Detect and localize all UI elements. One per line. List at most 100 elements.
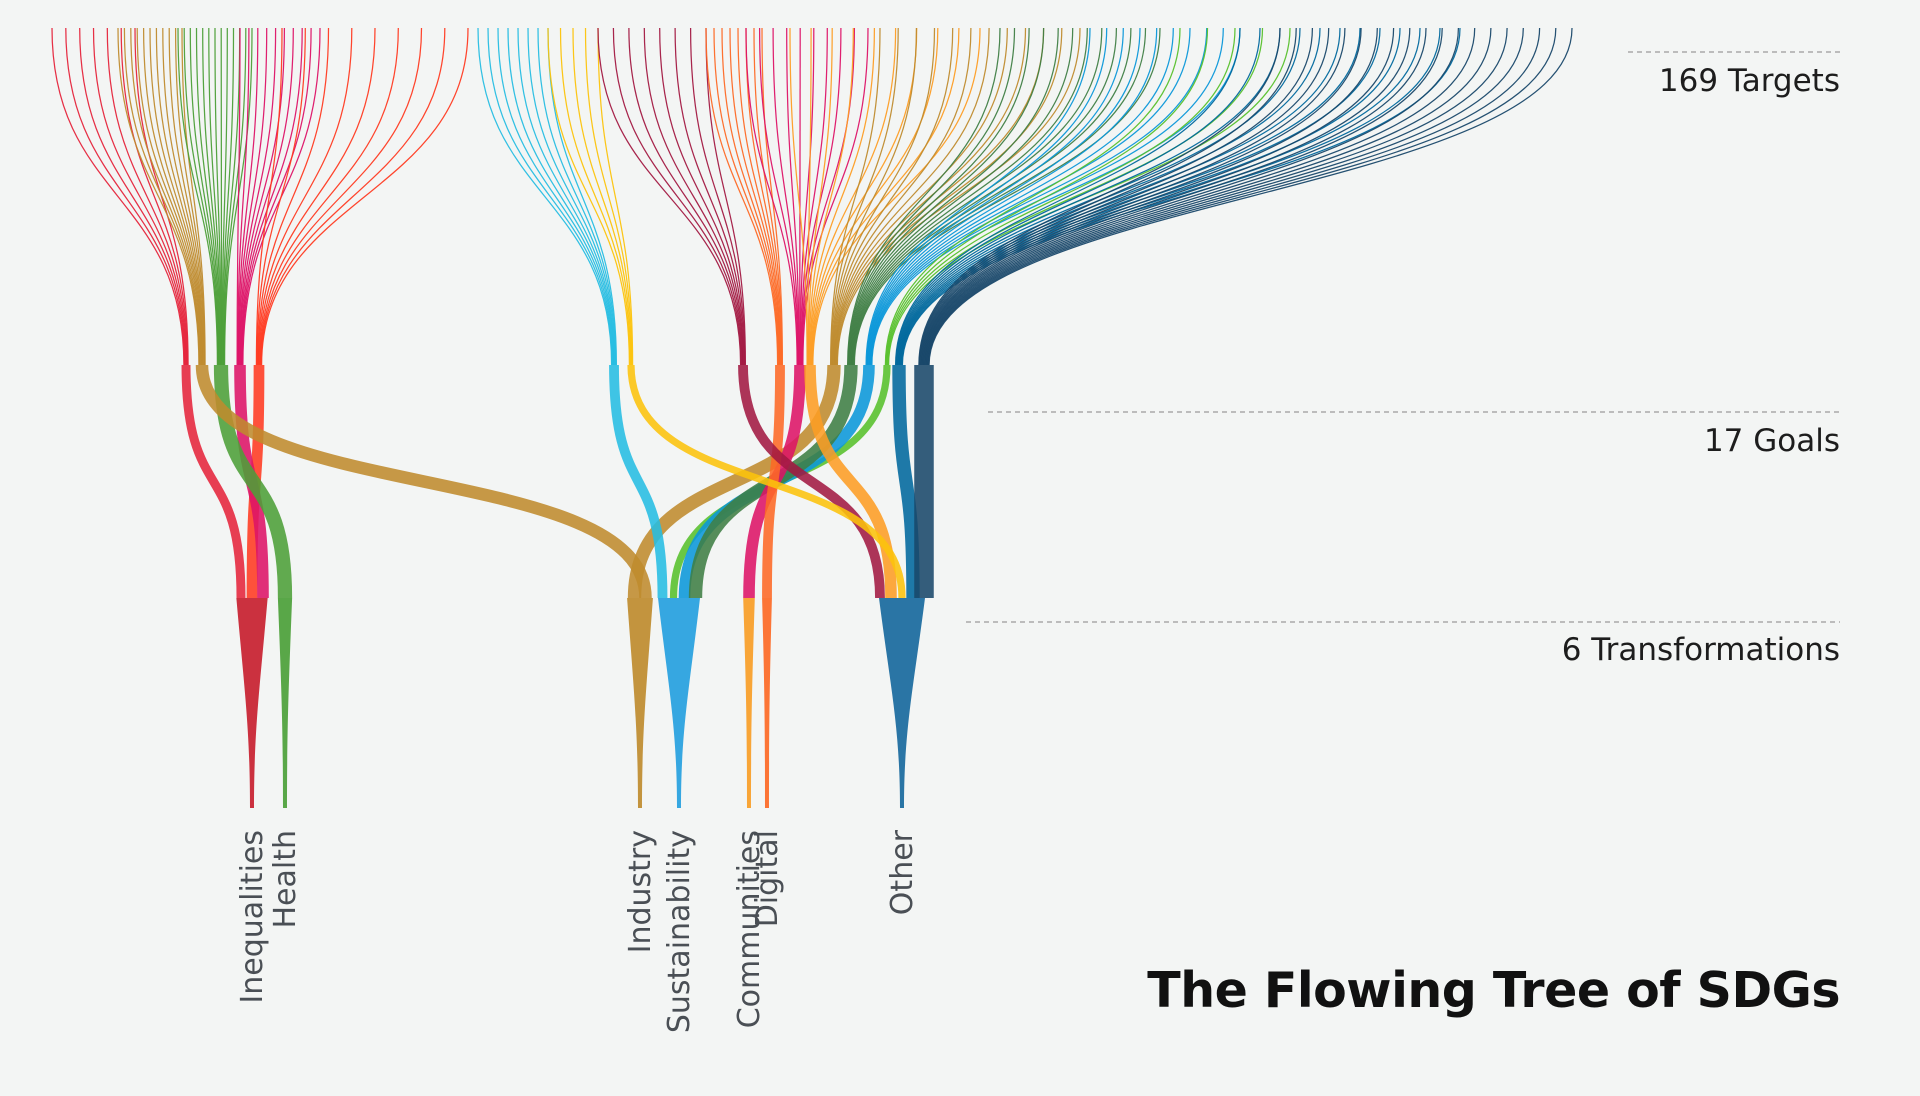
target-strand <box>789 27 808 366</box>
target-strand <box>721 27 780 366</box>
target-strand <box>927 27 1557 366</box>
target-strand <box>222 27 235 366</box>
target-strand <box>852 27 1132 366</box>
target-strand <box>799 27 815 366</box>
target-strand <box>240 27 303 366</box>
target-strand <box>136 27 202 366</box>
target-strand <box>868 27 1158 366</box>
target-strand <box>257 27 353 366</box>
trunk-other <box>879 598 925 808</box>
target-strand <box>866 27 1108 366</box>
target-strand <box>919 27 1314 366</box>
target-strand <box>849 27 1059 366</box>
target-strand <box>923 27 1443 366</box>
target-strand <box>628 27 743 366</box>
target-strand <box>659 27 744 366</box>
target-strand <box>811 27 960 366</box>
transformation-label-digital: Digital <box>750 830 785 927</box>
target-strand <box>894 27 1241 366</box>
target-strand <box>260 27 469 366</box>
target-strand <box>689 27 746 366</box>
trunk-digital <box>762 598 772 808</box>
target-strand <box>925 27 1492 366</box>
target-strand <box>851 27 1118 366</box>
target-strand <box>927 27 1541 366</box>
target-strand <box>547 27 631 366</box>
target-strand <box>487 27 613 366</box>
target-strand <box>846 27 1001 366</box>
target-strand <box>753 27 783 366</box>
target-strand <box>547 27 618 366</box>
target-strand <box>120 27 189 366</box>
target-strand <box>896 27 1281 366</box>
target-strand <box>597 27 742 366</box>
target-strand <box>559 27 631 366</box>
goals-level-label: 17 Goals <box>1704 423 1840 459</box>
target-strand <box>236 27 241 366</box>
target-strand <box>853 27 1147 366</box>
target-strand <box>507 27 615 366</box>
chart-title: The Flowing Tree of SDGs <box>1147 962 1840 1019</box>
target-strand <box>810 27 918 366</box>
target-strands <box>51 27 1573 366</box>
trunk-communities <box>743 598 755 808</box>
target-strand <box>238 27 268 366</box>
target-strand <box>887 27 1264 366</box>
target-strand <box>705 27 779 366</box>
goal-flow-7 <box>627 364 906 599</box>
target-strand <box>831 27 936 366</box>
target-strand <box>239 27 286 366</box>
target-strand <box>258 27 376 366</box>
target-strand <box>537 27 617 366</box>
target-strand <box>809 27 876 366</box>
transformation-label-industry: Industry <box>623 830 658 953</box>
targets-level-label: 169 Targets <box>1659 63 1840 99</box>
target-strand <box>884 27 1181 366</box>
target-strand <box>812 27 981 366</box>
target-strand <box>869 27 1208 366</box>
target-strand <box>497 27 614 366</box>
target-strand <box>189 27 220 366</box>
target-strand <box>106 27 188 366</box>
transformation-label-health: Health <box>268 830 303 929</box>
goal-flow-8 <box>627 364 841 599</box>
transformation-label-inequalities: Inequalities <box>235 830 270 1004</box>
target-strand <box>886 27 1236 366</box>
target-strand <box>834 27 1008 366</box>
target-strand <box>674 27 745 366</box>
target-strand <box>921 27 1362 366</box>
target-strand <box>117 27 200 366</box>
target-strand <box>255 27 283 366</box>
target-strand <box>867 27 1141 366</box>
target-strand <box>809 27 897 366</box>
target-strand <box>871 27 1241 366</box>
target-strand <box>123 27 201 366</box>
target-strand <box>851 27 1103 366</box>
target-strand <box>195 27 220 366</box>
transformation-label-sustainability: Sustainability <box>662 830 697 1033</box>
target-strand <box>850 27 1074 366</box>
target-strand <box>833 27 972 366</box>
target-strand <box>517 27 615 366</box>
goal-flow-1 <box>181 364 246 599</box>
target-strand <box>79 27 186 366</box>
target-strand <box>758 27 799 366</box>
target-strand <box>92 27 187 366</box>
target-strand <box>831 27 918 366</box>
target-strand <box>924 27 1460 366</box>
target-strand <box>808 27 854 366</box>
target-strand <box>836 27 1063 366</box>
target-strand <box>901 27 1441 366</box>
target-strand <box>527 27 616 366</box>
target-strand <box>257 27 330 366</box>
target-strand <box>584 27 633 366</box>
target-strand <box>918 27 1281 366</box>
transformation-trunks <box>236 598 925 808</box>
target-strand <box>221 27 228 366</box>
target-strand <box>829 27 881 366</box>
target-strand <box>149 27 203 366</box>
target-strand <box>848 27 1045 366</box>
target-strand <box>208 27 222 366</box>
target-strand <box>168 27 205 366</box>
target-strand <box>922 27 1411 366</box>
